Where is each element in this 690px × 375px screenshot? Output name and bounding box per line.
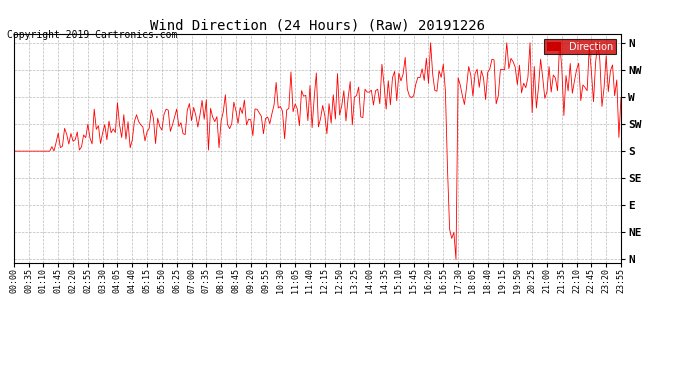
Direction xyxy=(534,85,542,90)
Direction xyxy=(317,116,325,121)
Direction xyxy=(426,40,435,45)
Direction xyxy=(452,257,460,262)
Direction xyxy=(549,73,558,77)
Text: Copyright 2019 Cartronics.com: Copyright 2019 Cartronics.com xyxy=(7,30,177,39)
Direction xyxy=(617,95,625,100)
Direction xyxy=(63,132,71,136)
Legend: Direction: Direction xyxy=(544,39,616,54)
Line: Direction: Direction xyxy=(14,43,621,260)
Direction xyxy=(10,149,18,153)
Direction xyxy=(524,75,532,80)
Title: Wind Direction (24 Hours) (Raw) 20191226: Wind Direction (24 Hours) (Raw) 20191226 xyxy=(150,19,485,33)
Direction xyxy=(568,91,576,96)
